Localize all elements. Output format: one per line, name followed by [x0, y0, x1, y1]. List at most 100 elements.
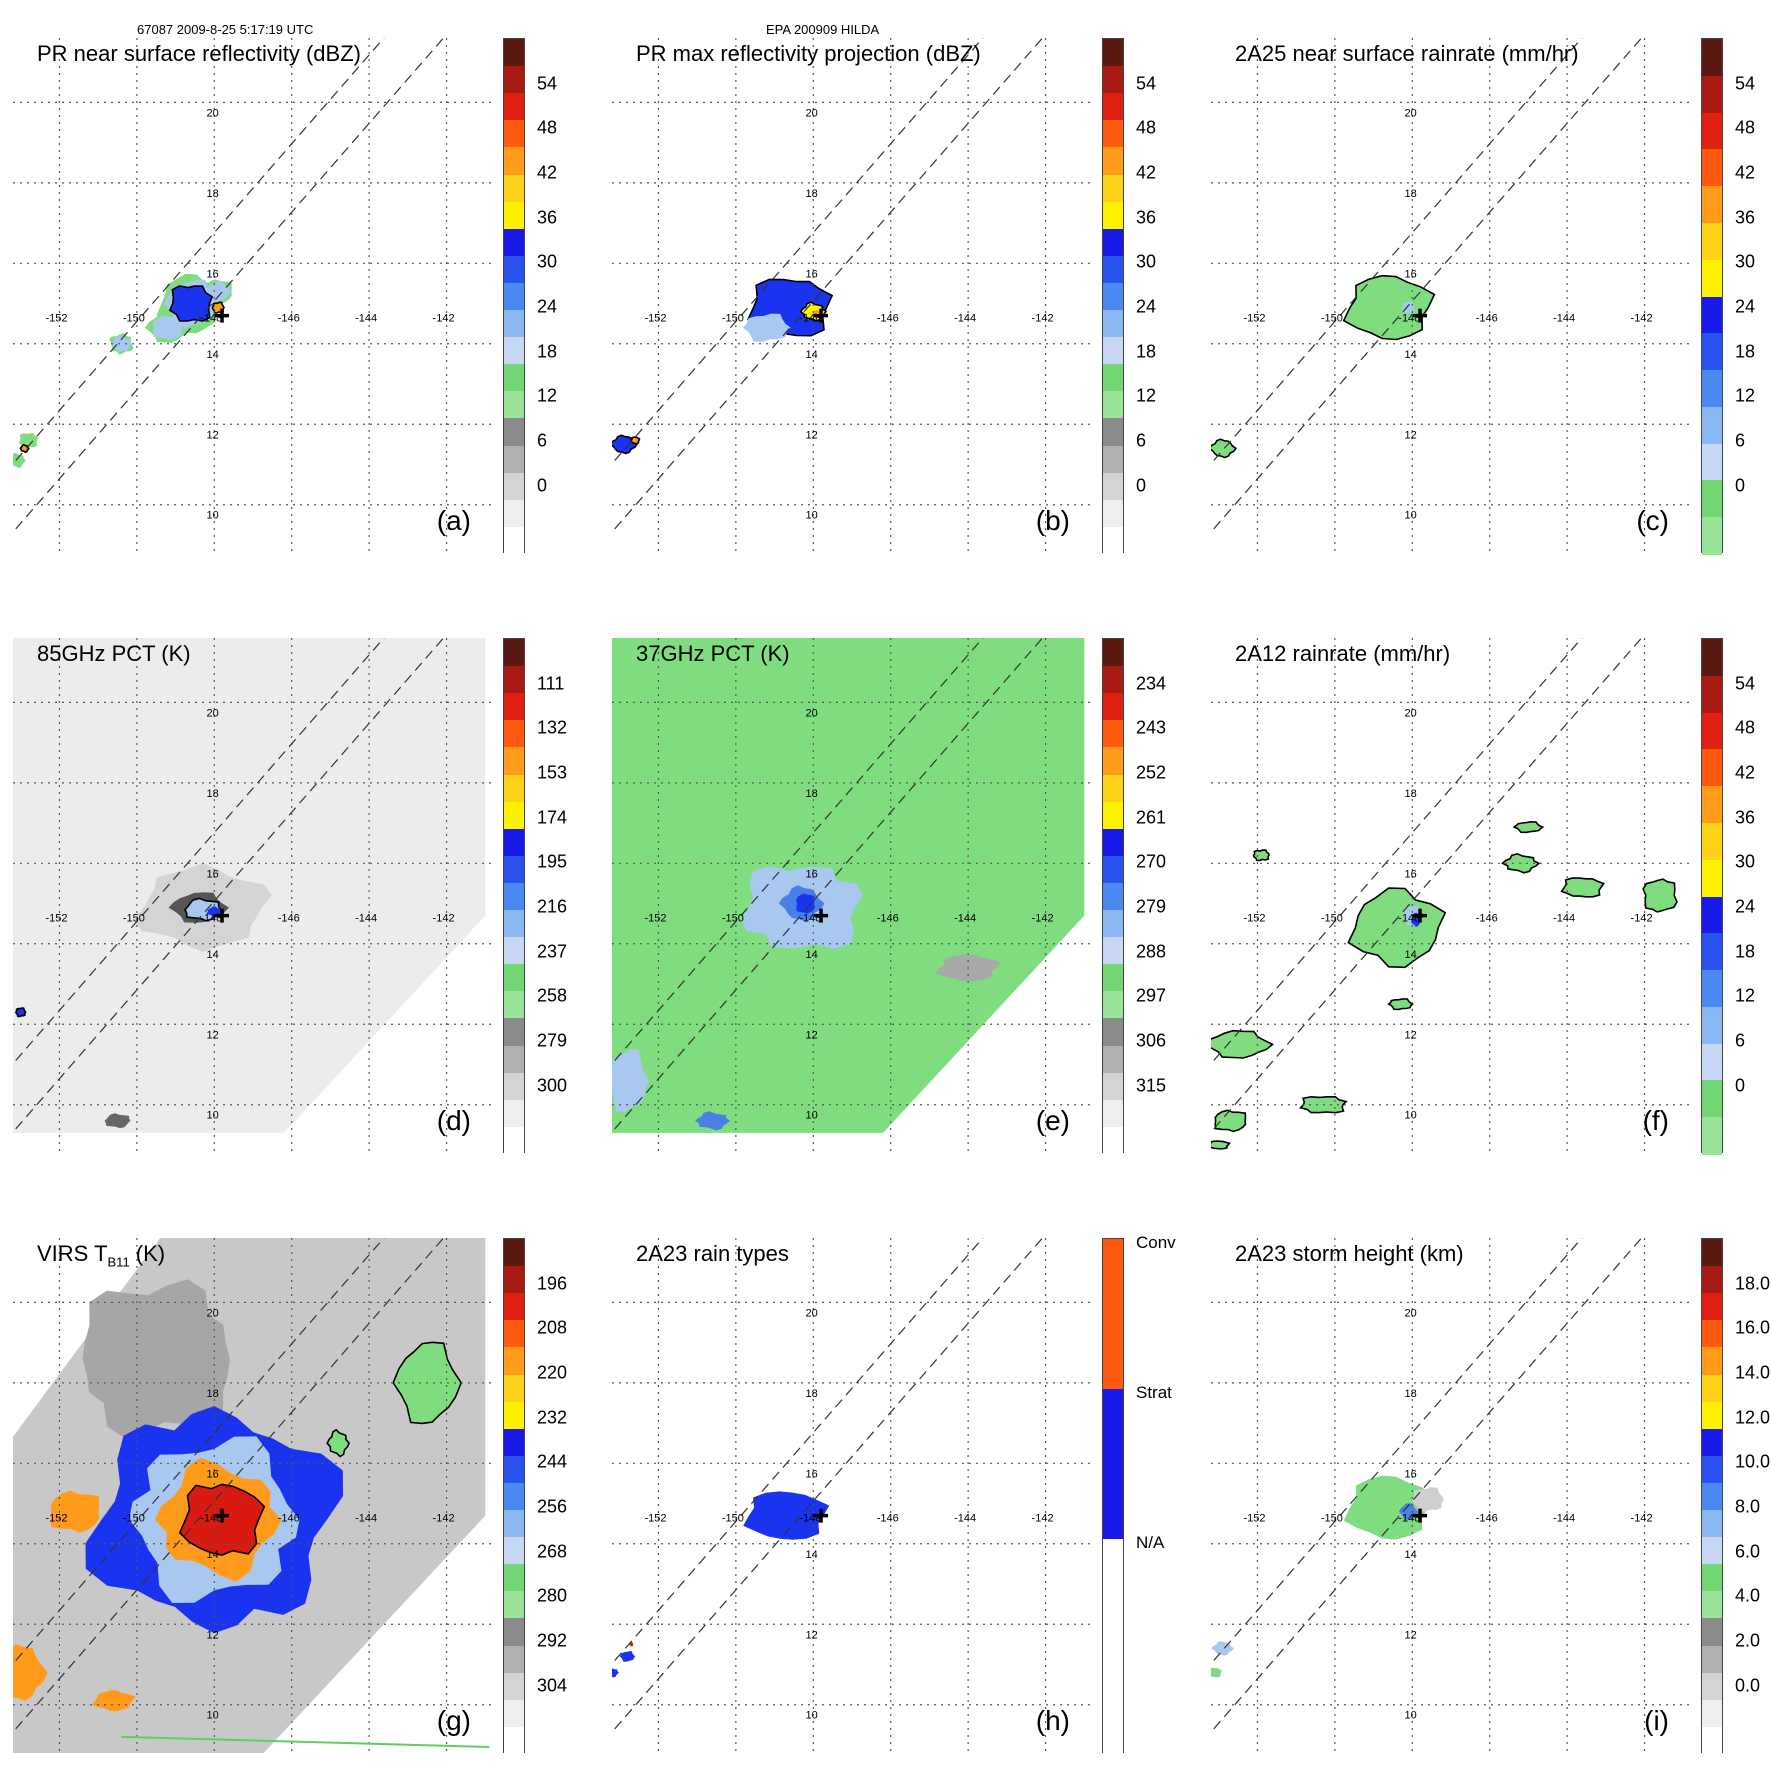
- panel-label-h: (h): [1035, 1705, 1070, 1736]
- storm-height-south: [1211, 1641, 1234, 1656]
- pr-swath-edge: [13, 638, 385, 1065]
- virs-warm-cloud: [82, 1279, 230, 1439]
- colorbar-segment: [504, 147, 524, 176]
- lat-label: 20: [806, 1307, 818, 1319]
- lon-label: -144: [355, 913, 377, 925]
- colorbar-segment: [504, 1726, 524, 1755]
- colorbar-tick: 279: [1136, 896, 1167, 917]
- colorbar-segment: [1103, 282, 1123, 312]
- lat-label: 12: [1405, 429, 1417, 441]
- colorbar-segment: [504, 693, 524, 722]
- colorbar-segment: [1103, 964, 1123, 993]
- colorbar-segment: [1702, 1043, 1722, 1082]
- panel-b: -152 -150 -148 -146 -144 -142 20 18 16 14 12 10 PR m…: [612, 38, 1156, 555]
- colorbar-segment: [1702, 970, 1722, 1008]
- max-ref-south: [612, 434, 639, 455]
- lon-label: -150: [722, 913, 744, 925]
- colorbar-segment: [1103, 1126, 1123, 1155]
- panel-label-g: (g): [436, 1705, 471, 1736]
- colorbar-segment: [504, 1428, 524, 1457]
- colorbar-tick: 36: [1735, 207, 1756, 228]
- colorbar-segment: [504, 1126, 524, 1155]
- pr-swath-edge: [1211, 638, 1643, 1133]
- colorbar-tick: 306: [1136, 1030, 1167, 1051]
- pr-swath-edge: [13, 1238, 385, 1665]
- lat-label: 18: [1405, 788, 1417, 800]
- colorbar-tick: 18: [1735, 941, 1756, 962]
- rain-echo-weak: [13, 452, 26, 469]
- colorbar-segment: [504, 1099, 524, 1128]
- colorbar-tick: 0: [1136, 475, 1147, 496]
- lon-label: -146: [278, 313, 300, 325]
- lon-label: -146: [877, 313, 899, 325]
- colorbar-segment: [504, 1374, 524, 1403]
- colorbar-segment: [1702, 1266, 1722, 1295]
- colorbar-segment: [1702, 1482, 1722, 1512]
- lat-label: 10: [207, 1110, 219, 1122]
- colorbar-segment: [1103, 39, 1123, 68]
- lat-label: 18: [806, 1388, 818, 1400]
- colorbar-tick: 0: [1735, 475, 1746, 496]
- pr-swath-edge: [1211, 1238, 1643, 1733]
- lat-label: 16: [207, 268, 219, 280]
- colorbar-segment: [504, 310, 524, 339]
- colorbar-segment: [504, 1293, 524, 1322]
- lat-label: 20: [1405, 707, 1417, 719]
- colorbar-segment: [504, 391, 524, 420]
- colorbar-segment: [1103, 418, 1123, 447]
- lon-label: -152: [1243, 913, 1265, 925]
- colorbar-segment: [1702, 222, 1722, 261]
- pr-swath-edge: [612, 1238, 1044, 1733]
- colorbar-segment: [1702, 1239, 1722, 1268]
- pct85-south-band: [104, 1113, 131, 1129]
- panel-title-c: 2A25 near surface rainrate (mm/hr): [1235, 41, 1579, 66]
- colorbar-segment: [504, 666, 524, 695]
- lat-label: 16: [806, 868, 818, 880]
- lat-label: 10: [1405, 510, 1417, 522]
- lat-label: 18: [806, 788, 818, 800]
- colorbar-segment: [504, 1320, 524, 1349]
- colorbar-segment: [1103, 526, 1123, 555]
- colorbar-segment: [504, 364, 524, 393]
- colorbar-segment: [1103, 1045, 1123, 1074]
- colorbar-segment: [1702, 333, 1722, 372]
- colorbar-tick: 48: [1735, 717, 1756, 738]
- colorbar-segment: [1702, 149, 1722, 188]
- lat-label: 20: [207, 107, 219, 119]
- lon-label: -142: [1631, 313, 1653, 325]
- colorbar-segment: [1103, 472, 1123, 501]
- colorbar-tick: 111: [537, 673, 565, 694]
- colorbar-segment: [1702, 1320, 1722, 1349]
- colorbar-a: [503, 38, 525, 555]
- tmi-rain-area: [1214, 1109, 1247, 1133]
- storm-center-cross: [215, 1508, 230, 1523]
- colorbar-segment: [1103, 364, 1123, 393]
- colorbar-segment: [1702, 1699, 1722, 1728]
- colorbar-segment: [1103, 747, 1123, 776]
- colorbar-segment: [504, 1510, 524, 1539]
- colorbar-tick: 18: [1136, 341, 1157, 362]
- colorbar-tick: 30: [1735, 851, 1756, 872]
- lon-label: -142: [433, 913, 455, 925]
- panel-c: -152 -150 -148 -146 -144 -142 20 18 16 14 12 10 2A25…: [1211, 38, 1755, 555]
- colorbar-tick: 24: [1735, 896, 1756, 917]
- colorbar-segment: [1103, 855, 1123, 884]
- lat-label: 14: [1405, 349, 1417, 361]
- lat-label: 12: [1405, 1029, 1417, 1041]
- colorbar-tick: 16.0: [1735, 1317, 1771, 1338]
- colorbar-tick: 261: [1136, 807, 1167, 828]
- colorbar-tick: 36: [537, 207, 558, 228]
- panel-label-e: (e): [1035, 1105, 1070, 1136]
- colorbar-tick: 42: [1136, 162, 1157, 183]
- colorbar-tick: 6: [1735, 430, 1746, 451]
- lon-label: -142: [433, 313, 455, 325]
- colorbar-segment: [1103, 801, 1123, 830]
- panel-label-d: (d): [436, 1105, 471, 1136]
- colorbar-tick: N/A: [1136, 1533, 1165, 1552]
- colorbar-segment: [504, 964, 524, 993]
- colorbar-tick: 243: [1136, 717, 1167, 738]
- header-orbit-time: 67087 2009-8-25 5:17:19 UTC: [137, 22, 314, 37]
